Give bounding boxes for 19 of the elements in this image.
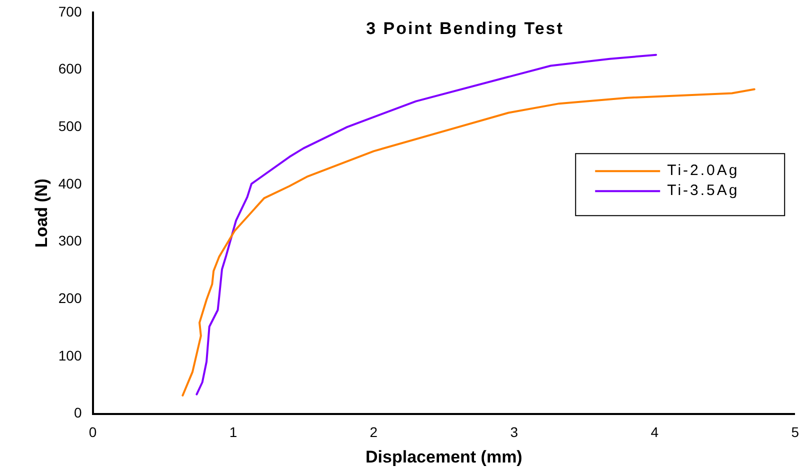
text: 3 Point Bending Test (366, 19, 564, 38)
y-axis-title: Load (N) (32, 178, 51, 248)
x-tick-label: 1 (229, 424, 238, 440)
x-tick-label: 4 (650, 424, 659, 440)
legend-label: Ti-2.0Ag (667, 162, 740, 180)
y-tick-label: 600 (58, 60, 82, 77)
x-tick-label: 3 (510, 424, 518, 440)
y-tick-label: 300 (58, 232, 82, 249)
y-tick-label: 500 (58, 118, 82, 134)
y-tick-label: 700 (58, 3, 82, 20)
x-tick-label: 5 (791, 424, 800, 440)
y-tick-label: 0 (74, 404, 82, 421)
x-tick-label: 0 (88, 424, 97, 440)
y-tick-label: 200 (58, 290, 82, 306)
y-tick-label: 400 (58, 175, 82, 192)
y-tick-label: 100 (58, 347, 82, 364)
x-tick-label: 2 (370, 424, 378, 440)
legend-label: Ti-3.5Ag (667, 182, 740, 200)
x-axis-title: Displacement (mm) (366, 447, 522, 466)
